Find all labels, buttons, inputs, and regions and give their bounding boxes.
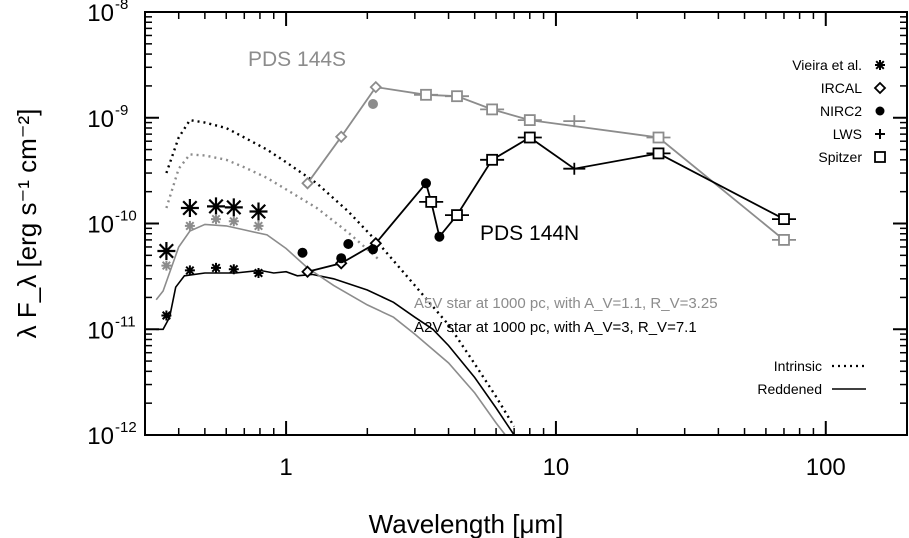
- legend-symbol: [875, 60, 885, 70]
- y-tick-label-exponent: -12: [115, 419, 137, 436]
- series-line-1: [307, 136, 785, 273]
- x-tick-label: 1: [279, 454, 292, 481]
- annotation-1: PDS 144N: [480, 222, 579, 245]
- y-tick-label: 10: [87, 317, 114, 344]
- y-tick-label: 10: [87, 0, 114, 27]
- legend-item-solid: Reddened: [757, 381, 866, 397]
- series-0-marker-2: [369, 80, 383, 94]
- series-0-marker-8: [563, 115, 586, 128]
- legend-label: LWS: [833, 126, 862, 142]
- series-4-marker-3: [228, 216, 239, 227]
- series-1-marker-10: [646, 147, 671, 160]
- legend-label: Reddened: [757, 381, 822, 397]
- series-0-marker-7: [517, 114, 542, 126]
- series-0-marker-0: [301, 177, 314, 190]
- series-2-marker-2: [343, 239, 354, 249]
- y-tick-label-exponent: -9: [115, 102, 128, 119]
- legend-item-square: Spitzer: [818, 149, 886, 165]
- model-curves: [155, 118, 516, 436]
- model-curve-3: [155, 223, 507, 436]
- legend-label: IRCAL: [821, 80, 862, 96]
- legend-symbol: [875, 129, 885, 139]
- series-0-marker-6: [480, 103, 505, 116]
- annotation-2: A5V star at 1000 pc, with A_V=1.1, R_V=3…: [414, 295, 718, 312]
- series-2-marker-0: [297, 247, 308, 258]
- series-1-marker-9: [563, 162, 586, 175]
- legend-item-plus: LWS: [833, 126, 885, 142]
- legend-label: NIRC2: [820, 103, 862, 119]
- legend-symbol: [875, 106, 885, 116]
- model-curve-1: [165, 153, 380, 261]
- series-4-marker-4: [253, 220, 264, 231]
- series-3-marker-6: [184, 265, 195, 276]
- legend-label: Vieira et al.: [792, 57, 862, 73]
- legend-item-asterisk: Vieira et al.: [792, 57, 885, 73]
- legend-symbol: [873, 81, 887, 95]
- annotation-0: PDS 144S: [248, 48, 346, 71]
- model-curve-2: [156, 269, 515, 436]
- legend-item-diamond: IRCAL: [821, 80, 887, 96]
- series-3-marker-3: [224, 198, 243, 217]
- series-3-marker-0: [157, 242, 176, 260]
- series-3-marker-2: [207, 197, 225, 216]
- series-2-marker-3: [368, 244, 378, 255]
- series-3-marker-8: [228, 264, 239, 275]
- series-1-marker-0: [301, 265, 314, 278]
- legend-item-dotted: Intrinsic: [774, 358, 866, 374]
- series-1-marker-11: [772, 213, 796, 226]
- x-tick-label: 100: [806, 454, 846, 481]
- x-tick-label: 10: [543, 454, 570, 481]
- series-1-marker-5: [419, 195, 444, 208]
- series-3-marker-9: [253, 268, 264, 278]
- legend-label: Intrinsic: [774, 358, 822, 374]
- y-axis-label: λ F_λ [erg s⁻¹ cm⁻²]: [12, 109, 42, 339]
- legend-label: Spitzer: [818, 149, 862, 165]
- data-series: [157, 80, 796, 321]
- series-0-marker-5: [445, 90, 469, 103]
- series-2-marker-1: [336, 253, 347, 264]
- axis-ticks: [144, 11, 908, 436]
- y-tick-label-exponent: -8: [115, 0, 128, 13]
- y-tick-label-exponent: -11: [115, 313, 136, 330]
- series-1-marker-8: [517, 131, 542, 144]
- series-4-marker-0: [161, 260, 172, 271]
- series-3-marker-1: [180, 199, 199, 217]
- legend-symbol: [874, 151, 886, 163]
- series-4-marker-1: [184, 220, 195, 231]
- series-0-marker-9: [646, 131, 671, 144]
- series-1-marker-7: [480, 153, 505, 166]
- series-3-marker-5: [161, 310, 172, 321]
- series-0-marker-3: [368, 99, 378, 109]
- y-tick-label: 10: [87, 423, 114, 450]
- annotation-3: A2V star at 1000 pc, with A_V=3, R_V=7.1: [414, 319, 697, 336]
- series-0-marker-4: [414, 88, 438, 101]
- series-0-marker-1: [334, 130, 348, 144]
- y-tick-label: 10: [87, 212, 114, 239]
- series-0-marker-10: [772, 233, 796, 246]
- x-axis-label: Wavelength [μm]: [369, 509, 564, 538]
- series-3-marker-7: [211, 262, 221, 273]
- series-4-marker-2: [211, 214, 221, 225]
- series-3-marker-4: [249, 202, 268, 221]
- series-line-0: [306, 86, 785, 241]
- series-1-marker-4: [434, 231, 445, 242]
- y-tick-label: 10: [87, 106, 114, 133]
- legend-item-circle: NIRC2: [820, 103, 885, 119]
- series-1-marker-3: [421, 178, 431, 189]
- y-tick-label-exponent: -10: [115, 208, 137, 225]
- legend: Vieira et al. IRCAL NIRC2 LWS Spitzer Intrins…: [757, 57, 887, 397]
- series-1-marker-6: [445, 209, 469, 222]
